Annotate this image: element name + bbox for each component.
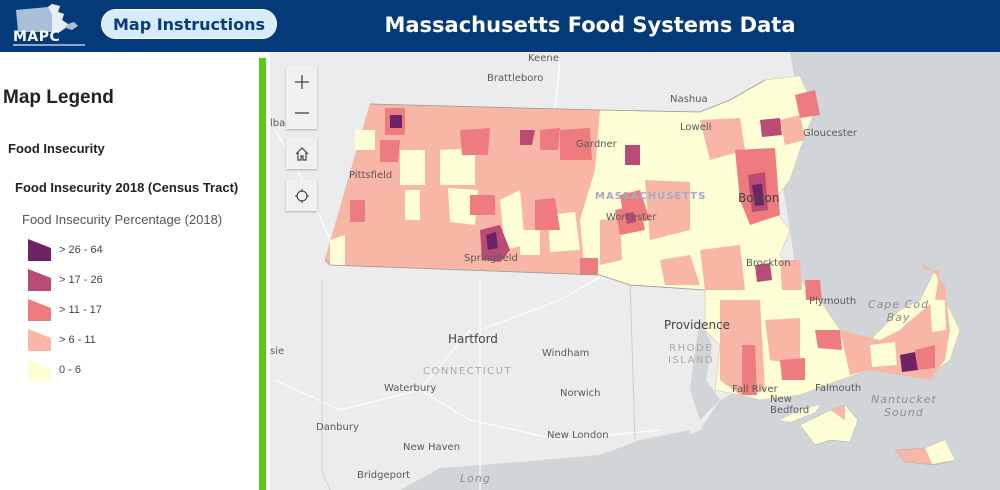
legend-label: > 11 - 17 — [59, 304, 102, 316]
map-label-massachusetts: MASSACHUSETTS — [595, 191, 707, 202]
map-label-new-bedford: New Bedford — [770, 394, 810, 416]
map-label-waterbury: Waterbury — [384, 383, 437, 394]
map-label-providence: Providence — [664, 318, 731, 332]
map-label-long-island: Long — [460, 472, 491, 485]
legend-item: > 11 - 17 — [28, 299, 102, 321]
legend-label: 0 - 6 — [59, 364, 82, 376]
map-label-connecticut: CONNECTICUT — [423, 366, 513, 377]
logo-subtitle — [13, 44, 85, 46]
map-label-new-london: New London — [547, 430, 609, 441]
legend-layer-title: Food Insecurity — [8, 141, 105, 156]
legend-swatch-icon — [28, 359, 51, 381]
legend-sublayer-title: Food Insecurity 2018 (Census Tract) — [15, 180, 239, 195]
map-label-brockton: Brockton — [746, 258, 791, 269]
legend-label: > 6 - 11 — [59, 334, 96, 346]
map-label-keene: Keene — [528, 53, 559, 64]
legend-swatch-icon — [28, 299, 51, 321]
zoom-out-button[interactable] — [286, 97, 317, 128]
map-label-gardner: Gardner — [576, 139, 617, 150]
map-label-worcester: Worcester — [606, 212, 657, 223]
map-label-springfield: Springfield — [464, 253, 518, 264]
minus-icon — [294, 111, 309, 114]
map-label-norwich: Norwich — [560, 388, 601, 399]
mapc-logo[interactable]: MAPC — [8, 2, 88, 48]
map-view[interactable]: Keene Brattleboro Nashua Lowell Gloucest… — [270, 52, 1000, 490]
home-icon — [295, 146, 308, 161]
legend-item: > 17 - 26 — [28, 269, 103, 291]
map-label-falmouth: Falmouth — [815, 383, 862, 394]
map-label-lowell: Lowell — [680, 122, 712, 133]
legend-swatch-icon — [28, 329, 51, 351]
plus-icon — [294, 74, 309, 89]
zoom-control — [286, 66, 317, 129]
map-label-poughkeepsie: sie — [270, 346, 285, 357]
legend-label: > 17 - 26 — [59, 274, 103, 286]
map-label-pittsfield: Pittsfield — [349, 170, 393, 181]
locate-icon — [294, 188, 309, 203]
legend-title: Map Legend — [3, 87, 114, 108]
map-label-brattleboro: Brattleboro — [487, 73, 544, 84]
basemap — [274, 52, 1000, 490]
map-label-nashua: Nashua — [670, 94, 708, 105]
map-label-albany: lbany — [270, 118, 298, 129]
panel-divider[interactable] — [259, 58, 266, 490]
legend-field-title: Food Insecurity Percentage (2018) — [22, 212, 223, 227]
zoom-in-button[interactable] — [286, 66, 317, 97]
legend-item: > 26 - 64 — [28, 239, 103, 261]
locate-button[interactable] — [286, 180, 317, 211]
legend-panel — [0, 52, 258, 490]
map-label-cape-cod-bay: Cape Cod Bay — [868, 298, 930, 324]
map-label-boston: Boston — [738, 191, 780, 205]
map-label-bridgeport: Bridgeport — [357, 470, 411, 481]
map-label-windham: Windham — [542, 348, 590, 359]
map-label-danbury: Danbury — [316, 422, 359, 433]
map-label-rhode-island: RHODE ISLAND — [668, 343, 715, 366]
legend-swatch-icon — [28, 269, 51, 291]
map-label-hartford: Hartford — [448, 332, 498, 346]
map-label-nantucket-sound: Nantucket Sound — [871, 393, 937, 419]
map-label-gloucester: Gloucester — [803, 128, 858, 139]
massachusetts-shape-icon — [16, 4, 78, 32]
map-label-fall-river: Fall River — [732, 384, 778, 395]
map-instructions-button[interactable]: Map Instructions — [101, 9, 277, 39]
map-label-new-haven: New Haven — [403, 442, 461, 453]
legend-item: 0 - 6 — [28, 359, 81, 381]
home-button[interactable] — [286, 138, 317, 169]
map-label-plymouth: Plymouth — [809, 296, 857, 307]
app-header: MAPC Map Instructions Massachusetts Food… — [0, 0, 1000, 52]
logo-text: MAPC — [13, 29, 61, 45]
legend-label: > 26 - 64 — [59, 244, 103, 256]
page-title: Massachusetts Food Systems Data — [384, 13, 796, 37]
legend-item: > 6 - 11 — [28, 329, 96, 351]
legend-swatch-icon — [28, 239, 51, 261]
